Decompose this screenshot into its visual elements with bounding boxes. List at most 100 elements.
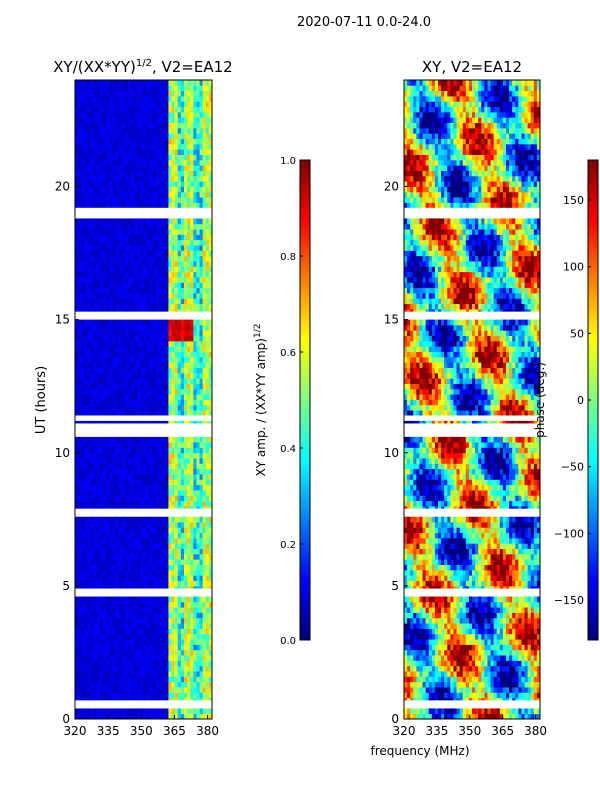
heatmap-cell xyxy=(165,410,169,416)
heatmap-cell xyxy=(140,569,144,576)
heatmap-cell xyxy=(202,442,207,448)
heatmap-cell xyxy=(124,644,129,651)
heatmap-cell xyxy=(165,660,169,667)
heatmap-cell xyxy=(140,516,144,523)
heatmap-cell xyxy=(174,601,179,608)
heatmap-cell xyxy=(124,575,129,581)
heatmap-cell xyxy=(196,378,200,384)
heatmap-cell xyxy=(180,633,185,640)
heatmap-cell xyxy=(109,404,113,411)
heatmap-cell xyxy=(96,660,101,667)
heatmap-cell xyxy=(106,186,110,193)
heatmap-cell xyxy=(137,362,141,368)
heatmap-cell xyxy=(75,117,79,123)
heatmap-cell xyxy=(131,639,135,645)
heatmap-cell xyxy=(134,612,138,619)
heatmap-cell xyxy=(149,287,154,294)
heatmap-cell xyxy=(187,133,191,139)
heatmap-cell xyxy=(96,154,101,161)
heatmap-cell xyxy=(99,271,104,278)
heatmap-cell xyxy=(115,95,119,102)
heatmap-cell xyxy=(93,175,98,182)
heatmap-cell xyxy=(180,442,185,448)
heatmap-cell xyxy=(131,479,135,486)
heatmap-cell xyxy=(149,218,154,225)
heatmap-cell xyxy=(134,447,138,454)
heatmap-cell xyxy=(81,495,85,502)
heatmap-cell xyxy=(183,181,188,187)
heatmap-cell xyxy=(134,261,138,267)
heatmap-cell xyxy=(205,245,210,251)
heatmap-cell xyxy=(78,367,82,374)
heatmap-cell xyxy=(103,442,107,448)
heatmap-cell xyxy=(174,223,179,230)
heatmap-cell xyxy=(193,303,197,310)
heatmap-cell xyxy=(96,516,101,523)
heatmap-cell xyxy=(199,175,204,182)
heatmap-cell xyxy=(193,181,197,187)
heatmap-cell xyxy=(196,287,200,294)
heatmap-cell xyxy=(208,692,213,699)
heatmap-cell xyxy=(124,117,129,123)
heatmap-cell xyxy=(93,708,98,715)
heatmap-cell xyxy=(90,479,95,486)
heatmap-cell xyxy=(121,127,126,134)
heatmap-cell xyxy=(187,255,191,262)
heatmap-cell xyxy=(137,495,141,502)
heatmap-cell xyxy=(106,255,110,262)
heatmap-cell xyxy=(127,191,132,198)
heatmap-cell xyxy=(115,165,119,171)
heatmap-cell xyxy=(90,117,95,123)
heatmap-cell xyxy=(140,612,144,619)
heatmap-cell xyxy=(121,346,126,352)
heatmap-cell xyxy=(112,660,116,667)
heatmap-cell xyxy=(162,388,166,395)
heatmap-cell xyxy=(103,80,107,86)
heatmap-cell xyxy=(121,394,126,400)
heatmap-cell xyxy=(165,80,169,86)
heatmap-cell xyxy=(199,532,204,539)
heatmap-cell xyxy=(96,271,101,278)
heatmap-cell xyxy=(106,404,110,411)
heatmap-cell xyxy=(81,516,85,523)
heatmap-cell xyxy=(162,340,166,347)
heatmap-cell xyxy=(93,527,98,534)
heatmap-cell xyxy=(78,660,82,667)
heatmap-cell xyxy=(168,628,172,635)
heatmap-cell xyxy=(174,671,179,677)
heatmap-cell xyxy=(187,143,191,150)
heatmap-cell xyxy=(146,378,151,384)
heatmap-cell xyxy=(115,298,119,305)
heatmap-cell xyxy=(155,122,160,129)
heatmap-cell xyxy=(103,404,107,411)
heatmap-cell xyxy=(109,607,113,613)
heatmap-cell xyxy=(196,543,200,549)
heatmap-cell xyxy=(131,85,135,92)
heatmap-cell xyxy=(183,468,188,475)
heatmap-cell xyxy=(196,671,200,677)
heatmap-cell xyxy=(177,138,182,145)
heatmap-cell xyxy=(205,255,210,262)
heatmap-cell xyxy=(149,580,154,587)
heatmap-cell xyxy=(152,452,157,459)
heatmap-cell xyxy=(140,223,144,230)
heatmap-cell xyxy=(155,287,160,294)
heatmap-cell xyxy=(124,479,129,486)
heatmap-cell xyxy=(143,127,148,134)
heatmap-cell xyxy=(124,458,129,464)
heatmap-cell xyxy=(112,362,116,368)
heatmap-cell xyxy=(143,692,148,699)
heatmap-cell xyxy=(152,303,157,310)
heatmap-cell xyxy=(152,175,157,182)
heatmap-cell xyxy=(202,660,207,667)
heatmap-cell xyxy=(183,277,188,283)
heatmap-cell xyxy=(109,649,113,656)
heatmap-cell xyxy=(143,649,148,656)
heatmap-cell xyxy=(103,468,107,475)
heatmap-cell xyxy=(171,165,176,171)
heatmap-cell xyxy=(84,617,88,624)
heatmap-cell xyxy=(112,271,116,278)
heatmap-cell xyxy=(127,436,132,443)
heatmap-cell xyxy=(193,149,197,155)
heatmap-cell xyxy=(475,713,479,720)
